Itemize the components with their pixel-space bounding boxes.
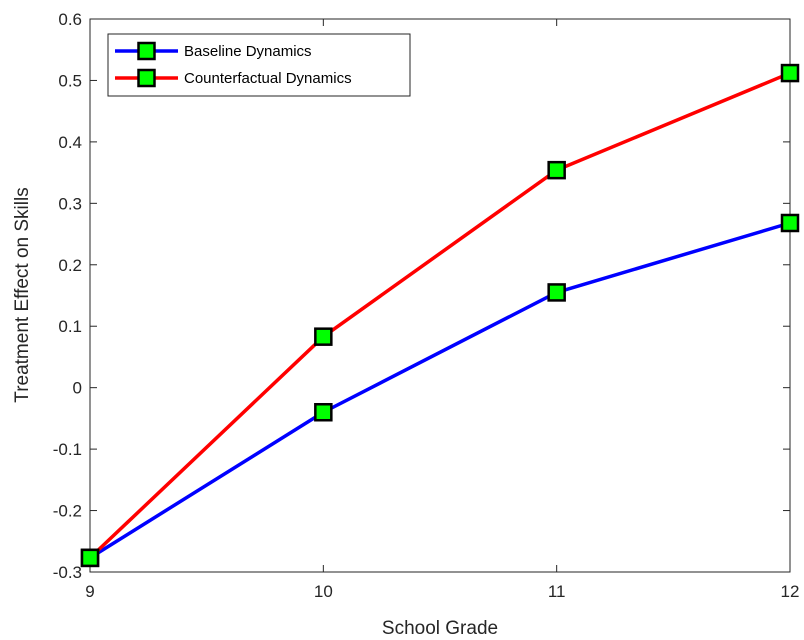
y-tick-label: 0.2 <box>58 256 82 275</box>
y-tick-label: 0.5 <box>58 71 82 90</box>
legend-marker <box>137 41 156 61</box>
y-tick-label: -0.1 <box>53 440 82 459</box>
y-tick-label: 0 <box>73 379 82 398</box>
series-line <box>88 71 791 560</box>
y-tick-label: 0.6 <box>58 10 82 29</box>
legend-marker <box>137 68 156 88</box>
legend: Baseline Dynamics Counterfactual Dynamics <box>107 33 411 97</box>
data-point-marker <box>80 548 100 568</box>
legend-label: Counterfactual Dynamics <box>184 70 352 87</box>
plot-area <box>89 18 791 573</box>
y-axis-ticks: -0.3 -0.2 -0.1 0 0.1 0.2 0.3 0.4 0.5 0.6 <box>53 10 790 582</box>
series-layer <box>80 63 800 568</box>
legend-box <box>107 33 411 97</box>
data-point-marker <box>780 63 800 83</box>
y-tick-label: -0.2 <box>53 502 82 521</box>
y-tick-label: -0.3 <box>53 563 82 582</box>
x-tick-label: 11 <box>548 582 566 601</box>
x-axis-ticks: 9 10 11 12 <box>85 19 799 601</box>
data-point-marker <box>547 283 566 302</box>
data-point-marker <box>780 213 800 233</box>
data-point-marker <box>314 327 333 346</box>
data-point-marker <box>547 160 566 180</box>
x-tick-label: 12 <box>781 582 800 601</box>
x-axis-label: School Grade <box>382 618 498 639</box>
y-tick-label: 0.1 <box>58 317 82 336</box>
x-tick-label: 10 <box>314 582 333 601</box>
y-tick-label: 0.4 <box>58 133 82 152</box>
legend-label: Baseline Dynamics <box>184 43 312 60</box>
y-tick-label: 0.3 <box>58 194 82 213</box>
series-line <box>89 221 791 560</box>
x-tick-label: 9 <box>85 582 94 601</box>
data-point-marker <box>314 402 333 422</box>
y-axis-label: Treatment Effect on Skills <box>12 187 33 402</box>
